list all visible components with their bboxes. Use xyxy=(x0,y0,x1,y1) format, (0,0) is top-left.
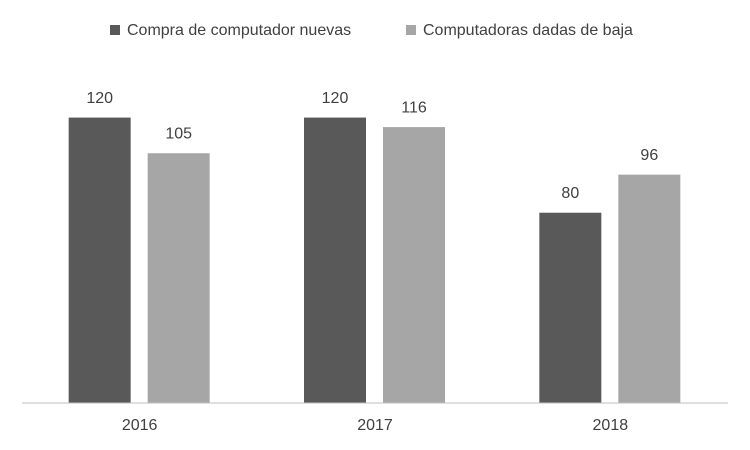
legend-swatch xyxy=(406,25,416,35)
data-label: 120 xyxy=(86,90,113,107)
bar xyxy=(618,174,681,403)
legend-swatch xyxy=(110,25,120,35)
bar xyxy=(68,117,131,404)
data-label: 80 xyxy=(561,185,579,202)
x-tick-label: 2017 xyxy=(357,417,393,434)
x-tick-label: 2016 xyxy=(122,417,158,434)
data-label: 120 xyxy=(322,90,349,107)
legend-label: Computadoras dadas de baja xyxy=(423,22,633,39)
data-label: 96 xyxy=(640,147,658,164)
bar xyxy=(539,212,602,403)
bar xyxy=(383,127,445,403)
x-tick-label: 2018 xyxy=(593,417,629,434)
bar xyxy=(304,117,366,404)
data-label: 105 xyxy=(165,125,192,142)
data-label: 116 xyxy=(401,99,427,116)
bar xyxy=(147,153,210,403)
legend-label: Compra de computador nuevas xyxy=(127,22,351,39)
